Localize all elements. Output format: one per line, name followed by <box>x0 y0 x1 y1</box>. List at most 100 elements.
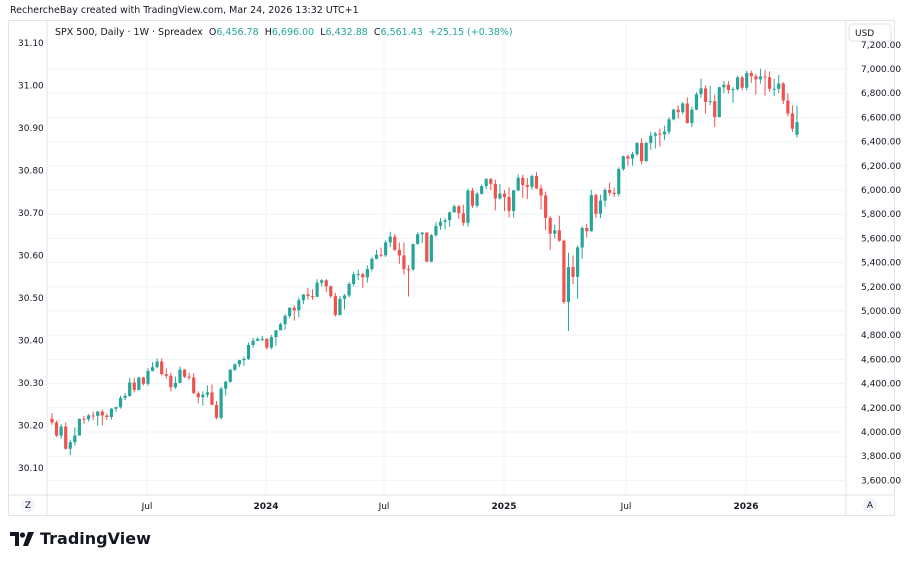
candle-body-down <box>210 392 214 405</box>
left-scale-tick-label: 30.40 <box>18 337 44 347</box>
candle-body-up <box>301 294 305 301</box>
candle-body-down <box>658 133 662 135</box>
candle-body-up <box>498 193 502 199</box>
candle-body-down <box>571 267 575 277</box>
candle-body-up <box>384 242 388 256</box>
candle-body-down <box>781 83 785 101</box>
candle-body-down <box>534 176 539 189</box>
candle-body-up <box>516 177 520 191</box>
candle-body-down <box>64 426 68 449</box>
candle-body-up <box>699 88 703 95</box>
candle-body-up <box>365 269 369 278</box>
tradingview-logo[interactable]: TradingView <box>10 529 151 548</box>
candle-body-up <box>59 426 63 436</box>
candle-body-up <box>118 397 123 408</box>
candle-body-up <box>178 369 182 383</box>
left-scale-tick-label: 30.30 <box>18 379 44 389</box>
candle-body-up <box>443 220 447 222</box>
candle-body-up <box>512 190 516 211</box>
candle-body-down <box>361 274 365 278</box>
candle-body-down <box>169 375 173 388</box>
price-tick-label: 5,400.00 <box>861 259 901 269</box>
candle-body-up <box>77 418 82 436</box>
candle-body-down <box>557 230 561 241</box>
time-tick-label: 2026 <box>733 502 758 512</box>
candle-body-down <box>393 236 397 250</box>
price-tick-label: 6,400.00 <box>861 138 901 148</box>
close-label: C <box>373 27 381 38</box>
candle-body-up <box>228 369 232 382</box>
candle-body-up <box>758 76 763 80</box>
candle-body-up <box>342 295 347 299</box>
price-tick-label: 5,600.00 <box>861 234 901 244</box>
candle-body-down <box>640 142 644 162</box>
candle-body-up <box>347 284 351 296</box>
candle-body-down <box>525 185 529 187</box>
price-tick-label: 7,200.00 <box>861 41 901 51</box>
candle-body-up <box>251 340 255 346</box>
time-tick-label: Jul <box>378 502 390 512</box>
candle-body-down <box>329 286 333 297</box>
candle-body-down <box>767 77 772 89</box>
candle-body-up <box>219 388 223 418</box>
candle-body-down <box>132 382 136 390</box>
candle-body-up <box>452 206 456 213</box>
candle-body-up <box>662 131 667 135</box>
candle-body-down <box>457 206 461 214</box>
candle-body-down <box>406 269 411 271</box>
candle-body-down <box>54 422 59 436</box>
candle-body-up <box>484 179 488 187</box>
ohlc-legend: SPX 500, Daily · 1W · Spreadex O6,456.78… <box>55 27 513 38</box>
candle-body-down <box>292 307 296 311</box>
candle-body-up <box>411 243 415 270</box>
currency-badge[interactable] <box>848 23 892 42</box>
candle-body-down <box>502 193 507 198</box>
candle-body-up <box>722 84 726 88</box>
candle-body-down <box>489 179 493 184</box>
candle-body-up <box>420 232 424 235</box>
log-scale-button[interactable] <box>21 498 35 512</box>
left-scale-tick-label: 30.80 <box>18 167 44 177</box>
candle-body-down <box>160 361 164 375</box>
candle-body-up <box>315 282 319 297</box>
candle-body-down <box>749 73 753 77</box>
candle-body-up <box>269 337 273 348</box>
change-value: +25.15 (+0.38%) <box>428 27 513 38</box>
price-tick-label: 7,000.00 <box>861 65 901 75</box>
left-scale-tick-label: 30.70 <box>18 209 44 219</box>
chart-frame <box>8 20 895 516</box>
candle-body-down <box>402 255 406 270</box>
auto-scale-button[interactable] <box>863 498 877 512</box>
candle-body-down <box>100 411 104 416</box>
symbol-label[interactable]: SPX 500, Daily · 1W · Spreadex <box>55 27 203 38</box>
candle-body-up <box>448 212 452 221</box>
candle-body-up <box>96 411 100 416</box>
candle-body-down <box>562 240 566 303</box>
candle-body-up <box>237 360 241 365</box>
left-scale-tick-label: 30.90 <box>18 124 44 134</box>
candle-body-down <box>82 418 86 420</box>
candle-body-up <box>617 169 621 194</box>
price-tick-label: 3,600.00 <box>861 476 901 486</box>
candle-body-up <box>388 236 392 243</box>
candle-body-up <box>438 221 443 226</box>
candle-body-up <box>320 280 324 283</box>
logo-text: TradingView <box>40 529 151 548</box>
candle-body-up <box>429 235 433 262</box>
candle-body-up <box>256 338 260 341</box>
candle-body-up <box>137 377 141 390</box>
candle-body-down <box>164 374 168 376</box>
candle-body-up <box>338 298 342 315</box>
candle-body-up <box>288 307 292 316</box>
candle-body-down <box>539 188 543 196</box>
left-scale-tick-label: 30.60 <box>18 252 44 262</box>
candle-body-up <box>374 254 379 259</box>
candle-body-up <box>694 94 699 110</box>
candle-body-down <box>91 415 95 417</box>
candle-body-down <box>754 76 758 80</box>
candle-body-up <box>356 274 360 276</box>
candle-body-up <box>114 407 118 409</box>
candle-body-up <box>109 408 114 417</box>
candle-body-up <box>649 135 653 143</box>
